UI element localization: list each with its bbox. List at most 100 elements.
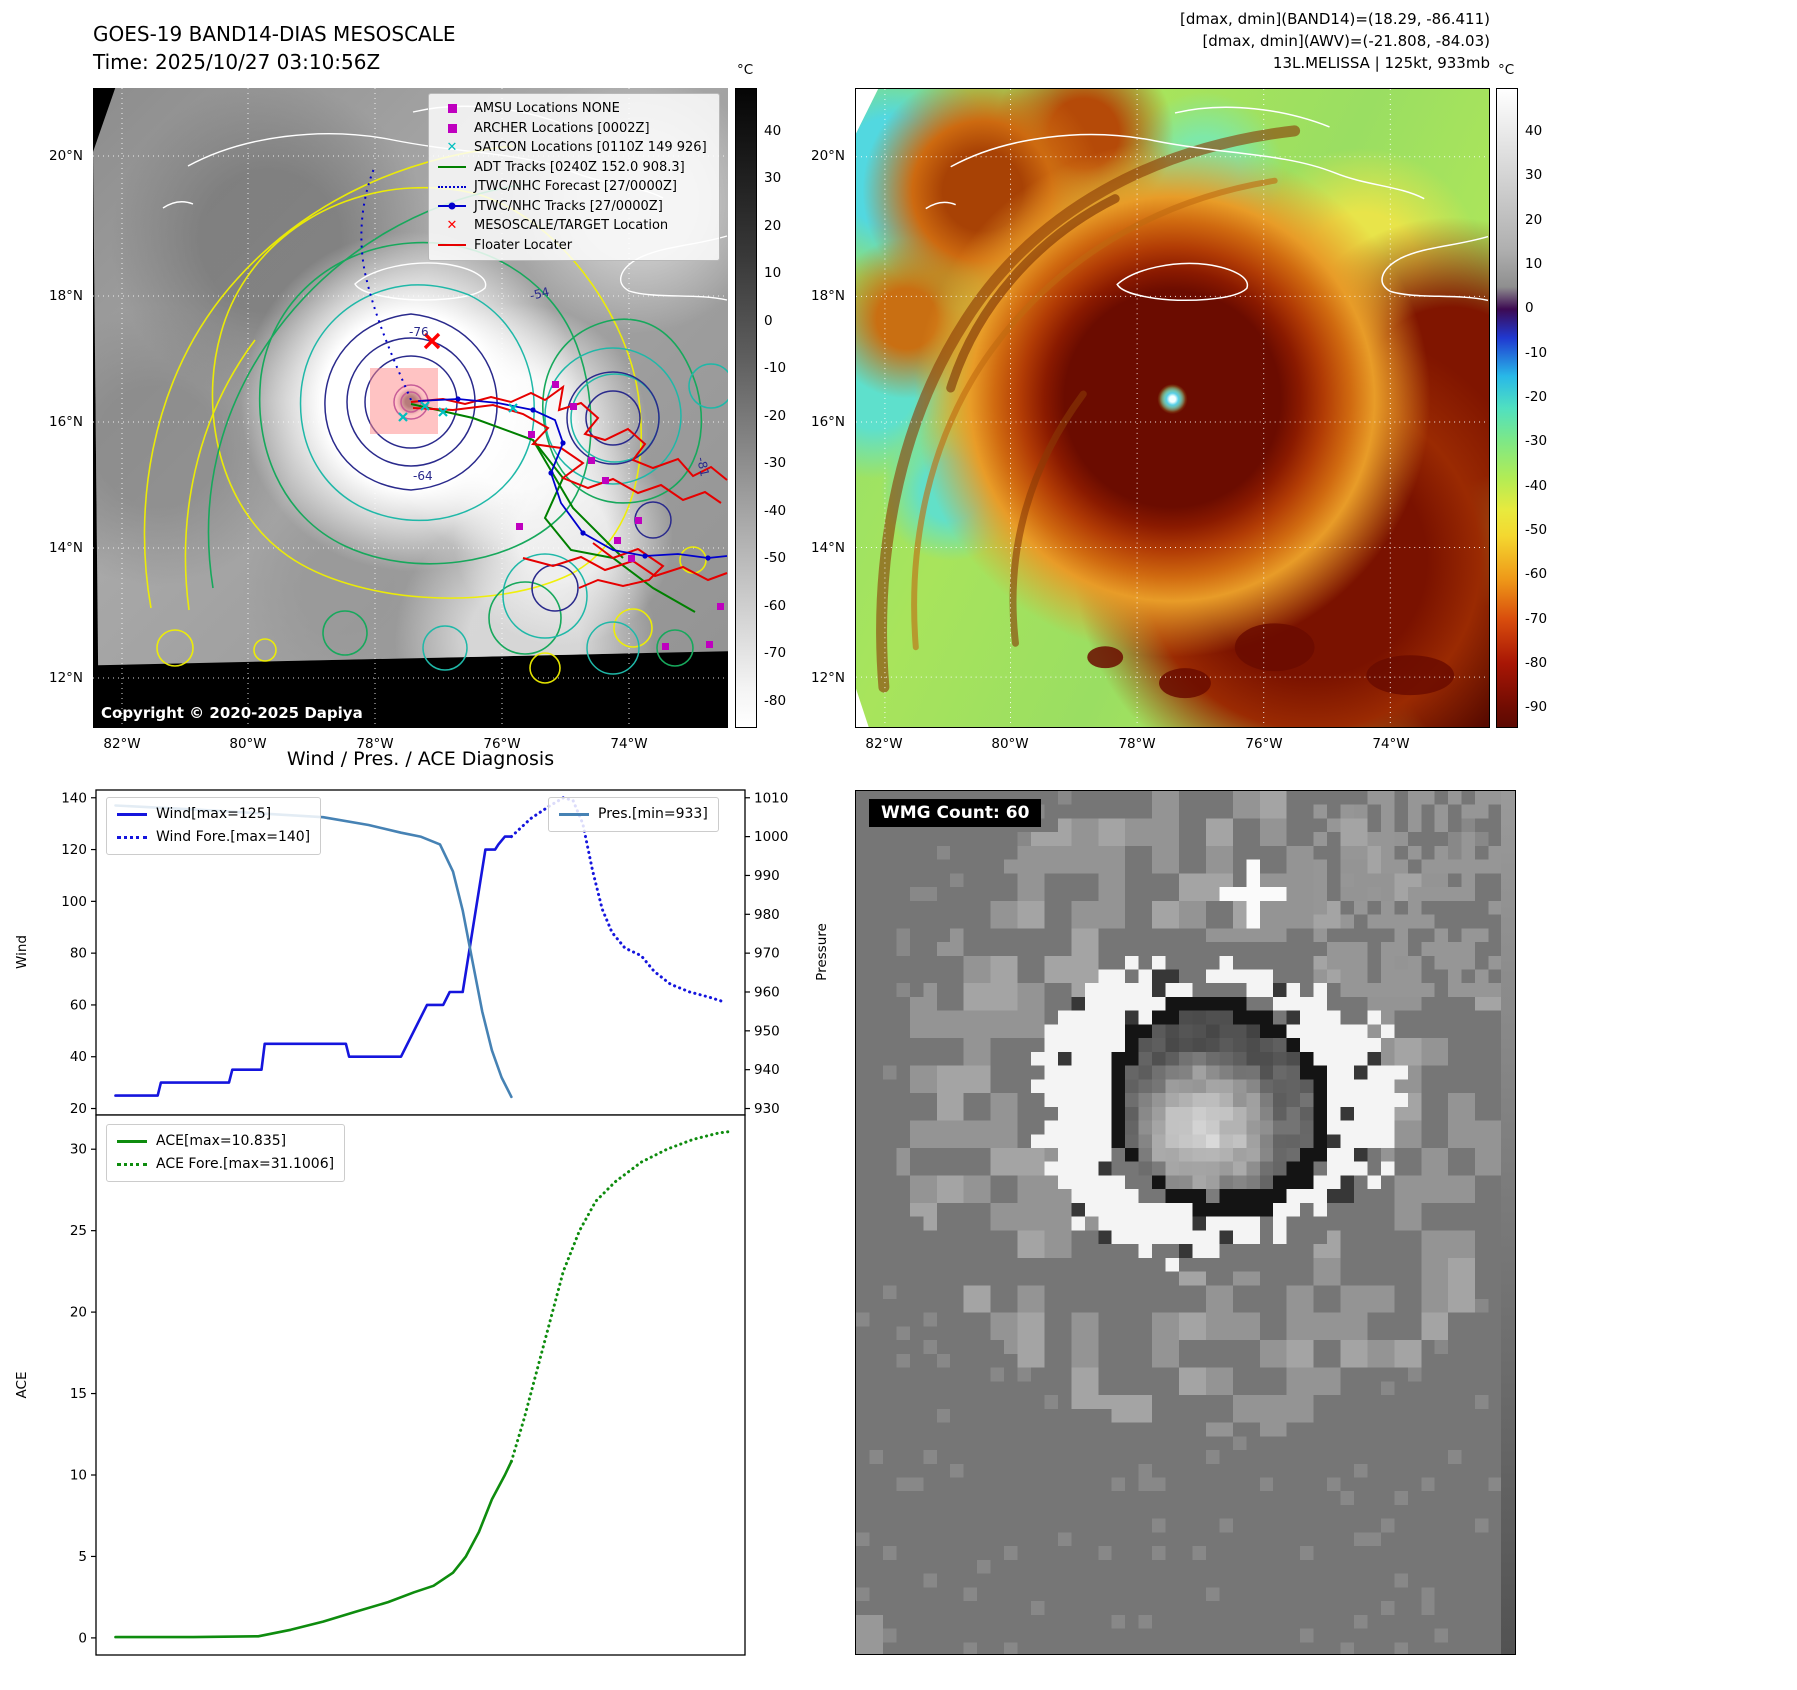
svg-text:-81: -81 [694,456,712,478]
colorbar-tick: 0 [764,313,773,329]
lon-tick: 80°W [991,736,1029,752]
colorbar-tick: -40 [764,503,787,519]
lon-tick: 76°W [1245,736,1283,752]
colorbar-tick: -10 [1525,345,1548,361]
lon-tick: 76°W [483,736,521,752]
svg-text:10: 10 [70,1468,87,1484]
target-marker [423,332,441,350]
colorbar-tick: 20 [764,218,782,234]
wmg-grayscale-strip [1501,791,1515,1654]
lon-tick: 82°W [103,736,141,752]
diagnosis-title: Wind / Pres. / ACE Diagnosis [286,748,555,770]
line-dot-marker-icon [437,202,467,210]
adt-track [410,403,696,613]
lon-tick: 82°W [865,736,903,752]
colorbar-tick: 0 [1525,300,1534,316]
wind-axis-label: Wind [14,935,30,969]
awv-map-overlay [856,89,1489,727]
colorbar-tick: 40 [764,123,782,139]
contours-navy [324,313,672,612]
svg-text:940: 940 [754,1062,780,1078]
grid-lines [856,89,1489,727]
lat-tick: 18°N [810,288,846,304]
colorbar-unit: °C [737,62,754,78]
svg-text:20: 20 [70,1305,87,1321]
colorbar-tick: -30 [1525,433,1548,449]
pressure-line-icon [559,813,589,816]
colorbar-tick: 10 [764,265,782,281]
contour-labels: -76 -54 -64 -81 [409,285,712,483]
svg-text:120: 120 [61,842,87,858]
band14-legend: AMSU Locations NONE ARCHER Locations [00… [428,93,720,261]
svg-text:30: 30 [70,1142,87,1158]
cloud-band-arcs [876,125,1301,693]
svg-text:930: 930 [754,1101,780,1117]
svg-text:5: 5 [78,1549,87,1565]
colorbar-tick: 10 [1525,256,1543,272]
colorbar-tick: -40 [1525,478,1548,494]
lat-tick: 16°N [48,414,84,430]
ace-legend-label: ACE[max=10.835] [156,1133,287,1149]
contours-teal [299,284,728,675]
wind-forecast-line-icon [117,836,147,839]
svg-text:1010: 1010 [754,790,788,806]
x-marker-icon: ✕ [446,218,458,234]
band14-colorbar [735,88,757,728]
svg-text:990: 990 [754,868,780,884]
jtwc-track-dots [455,396,711,561]
colorbar-tick: -10 [764,360,787,376]
legend-item-amsu: AMSU Locations NONE [437,99,711,119]
lat-tick: 20°N [48,148,84,164]
lat-tick: 20°N [810,148,846,164]
lon-tick: 80°W [229,736,267,752]
ace-forecast-line-icon [117,1163,147,1166]
legend-item-adt: ADT Tracks [0240Z 152.0 908.3] [437,158,711,178]
colorbar-tick: -80 [1525,655,1548,671]
colorbar-tick: -90 [1525,699,1548,715]
band14-time: Time: 2025/10/27 03:10:56Z [93,50,381,74]
wind-forecast-legend-label: Wind Fore.[max=140] [156,829,311,845]
lat-tick: 18°N [48,288,84,304]
line-marker-icon [437,166,467,169]
lat-tick: 14°N [810,540,846,556]
svg-text:960: 960 [754,984,780,1000]
svg-text:970: 970 [754,946,780,962]
ace-forecast-legend-label: ACE Fore.[max=31.1006] [156,1156,335,1172]
square-marker-icon [437,104,467,114]
copyright: Copyright © 2020-2025 Dapiya [101,704,363,722]
ace-axis-label: ACE [14,1371,30,1399]
wmg-count-badge: WMG Count: 60 [869,799,1042,827]
pressure-legend-label: Pres.[min=933] [598,806,708,822]
colorbar-tick: -50 [764,550,787,566]
legend-item-target: ✕ MESOSCALE/TARGET Location [437,216,711,236]
jtwc-forecast-track [360,165,412,401]
colorbar-tick: -70 [764,645,787,661]
svg-text:140: 140 [61,790,87,806]
colorbar-tick: -50 [1525,522,1548,538]
wind-legend: Wind[max=125] Wind Fore.[max=140] [106,797,322,855]
dotted-line-marker-icon [437,185,467,188]
colorbar-tick: -60 [1525,566,1548,582]
lat-tick: 12°N [810,670,846,686]
lon-tick: 78°W [356,736,394,752]
wmg-panel: WMG Count: 60 [855,790,1516,1655]
colorbar-tick: -70 [1525,611,1548,627]
colorbar-tick: -20 [1525,389,1548,405]
svg-text:1000: 1000 [754,829,788,845]
jtwc-track [417,398,728,559]
colorbar-tick: -80 [764,693,787,709]
svg-text:100: 100 [61,894,87,910]
ace-legend: ACE[max=10.835] ACE Fore.[max=31.1006] [106,1124,346,1182]
dmax-dmin-awv: [dmax, dmin](AWV)=(-21.808, -84.03) [1202,32,1490,50]
lon-tick: 78°W [1118,736,1156,752]
band14-map-overlay: -76 -54 -64 -81 [93,88,728,728]
colorbar-tick: 20 [1525,212,1543,228]
svg-text:0: 0 [78,1630,87,1646]
satcon-markers [398,401,518,422]
lat-t ick: 14°N [48,540,84,556]
svg-text:950: 950 [754,1023,780,1039]
line-marker-icon [437,244,467,247]
archer-markers [516,381,724,650]
lat-tick: 12°N [48,670,84,686]
colorbar-tick: -30 [764,455,787,471]
